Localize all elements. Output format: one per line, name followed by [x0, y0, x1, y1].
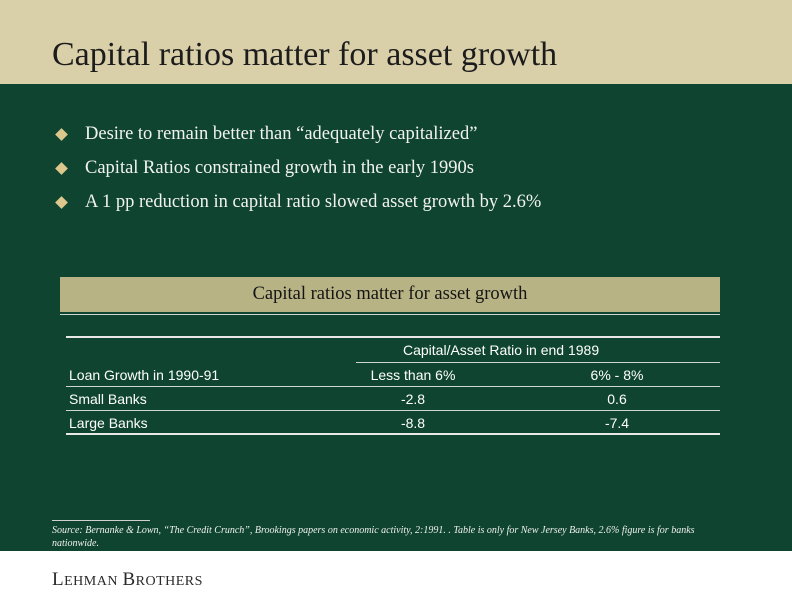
bullet-text: A 1 pp reduction in capital ratio slowed…: [85, 191, 542, 212]
footnote-rule: [52, 520, 150, 521]
column-header-loan-growth: Loan Growth in 1990-91: [69, 367, 220, 383]
content-panel: [0, 84, 792, 551]
row-rule: [66, 410, 720, 411]
lehman-brothers-logo: LEHMAN BROTHERS: [52, 569, 203, 590]
caption-divider: [60, 314, 720, 315]
group-header-rule: [356, 362, 720, 363]
table-group-header: Capital/Asset Ratio in end 1989: [403, 342, 600, 358]
column-header-less-than-6: Less than 6%: [370, 367, 456, 383]
cell-small-banks-less-than-6: -2.8: [400, 391, 426, 407]
column-header-6-to-8: 6% - 8%: [590, 367, 644, 383]
row-label-small-banks: Small Banks: [69, 391, 147, 407]
diamond-bullet-icon: [55, 195, 68, 209]
slide-title: Capital ratios matter for asset growth: [52, 36, 558, 73]
title-bar: Capital ratios matter for asset growth: [0, 0, 792, 84]
diamond-bullet-icon: [55, 161, 68, 175]
table-caption: Capital ratios matter for asset growth: [252, 284, 528, 304]
cell-small-banks-6-to-8: 0.6: [607, 391, 627, 407]
diamond-bullet-icon: [55, 127, 68, 141]
table-top-rule: [66, 336, 720, 338]
bullet-text: Desire to remain better than “adequately…: [85, 123, 478, 144]
header-rule: [66, 386, 720, 387]
cell-large-banks-less-than-6: -8.8: [400, 415, 426, 431]
source-footnote: Source: Bernanke & Lown, “The Credit Cru…: [52, 525, 695, 549]
table-caption-band: Capital ratios matter for asset growth: [60, 277, 720, 312]
row-label-large-banks: Large Banks: [69, 415, 148, 431]
table-bottom-rule: [66, 433, 720, 435]
cell-large-banks-6-to-8: -7.4: [604, 415, 630, 431]
bullet-item: A 1 pp reduction in capital ratio slowed…: [55, 191, 541, 213]
bullet-item: Capital Ratios constrained growth in the…: [55, 157, 474, 179]
bullet-text: Capital Ratios constrained growth in the…: [85, 157, 474, 178]
bullet-item: Desire to remain better than “adequately…: [55, 123, 477, 145]
